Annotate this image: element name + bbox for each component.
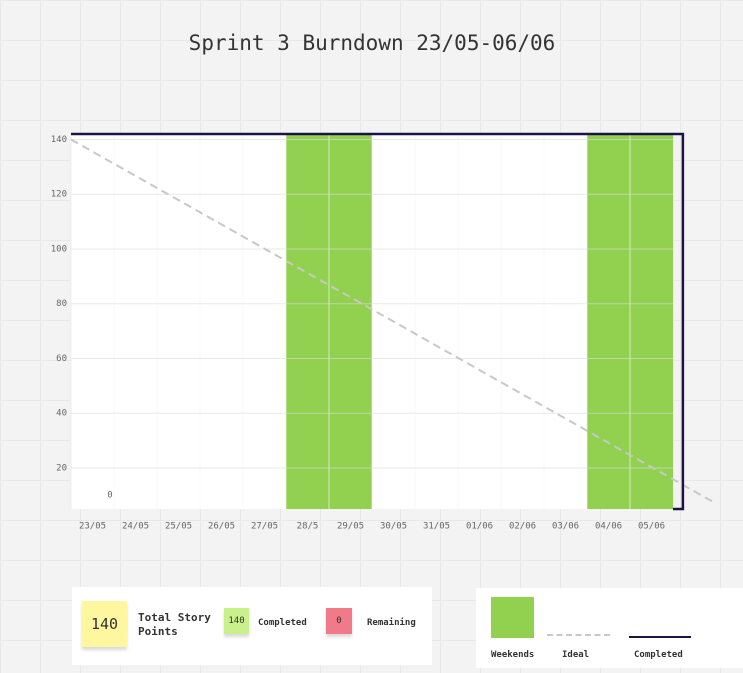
legend-label: Weekends xyxy=(491,650,535,660)
chart-title: Sprint 3 Burndown 23/05-06/06 xyxy=(189,31,556,55)
y-tick-label: 60 xyxy=(56,354,67,364)
completed-sticky: 140 xyxy=(224,608,249,634)
ideal-line xyxy=(70,138,717,505)
x-tick-label: 03/06 xyxy=(552,522,579,532)
total-sticky: 140 xyxy=(82,601,127,647)
legend-swatch xyxy=(491,597,534,638)
x-tick-label: 04/06 xyxy=(595,522,622,532)
x-tick-label: 01/06 xyxy=(466,522,493,532)
y-tick-label: 80 xyxy=(56,299,67,309)
x-tick-label: 23/05 xyxy=(79,522,106,532)
x-tick-label: 31/05 xyxy=(423,522,450,532)
remaining-sticky: 0 xyxy=(326,608,352,634)
x-tick-label: 05/06 xyxy=(638,522,665,532)
x-tick-label: 25/05 xyxy=(165,522,192,532)
total-label: Total Story Points xyxy=(138,611,211,638)
weekend-bar xyxy=(587,134,630,509)
legend-label: Completed xyxy=(634,650,683,660)
completed-line xyxy=(71,132,685,511)
legend-swatch xyxy=(547,634,610,636)
weekend-bar xyxy=(329,134,372,509)
x-tick-label: 02/06 xyxy=(509,522,536,532)
y-tick-label: 40 xyxy=(56,409,67,419)
summary-panel: 140 Total Story Points 140 Completed 0 R… xyxy=(72,587,432,665)
annotation: 0 xyxy=(107,491,112,501)
x-tick-label: 24/05 xyxy=(122,522,149,532)
y-tick-label: 140 xyxy=(51,135,67,145)
legend-label: Ideal xyxy=(562,650,590,660)
completed-label: Completed xyxy=(258,618,307,628)
legend-panel: Weekends Ideal Completed xyxy=(476,588,743,668)
x-tick-label: 29/05 xyxy=(337,522,364,532)
weekend-bar xyxy=(286,134,329,509)
y-tick-label: 100 xyxy=(51,244,67,254)
legend-swatch xyxy=(629,636,691,638)
chart: Sprint 3 Burndown 23/05-06/06 20 40 60 80 10… xyxy=(51,31,717,532)
remaining-label: Remaining xyxy=(367,618,416,628)
x-tick-label: 30/05 xyxy=(380,522,407,532)
x-tick-label: 26/05 xyxy=(208,522,235,532)
y-tick-label: 120 xyxy=(51,190,67,200)
x-tick-label: 28/5 xyxy=(297,522,319,532)
y-tick-label: 20 xyxy=(56,463,67,473)
weekend-bar xyxy=(630,134,673,509)
x-tick-label: 27/05 xyxy=(251,522,278,532)
